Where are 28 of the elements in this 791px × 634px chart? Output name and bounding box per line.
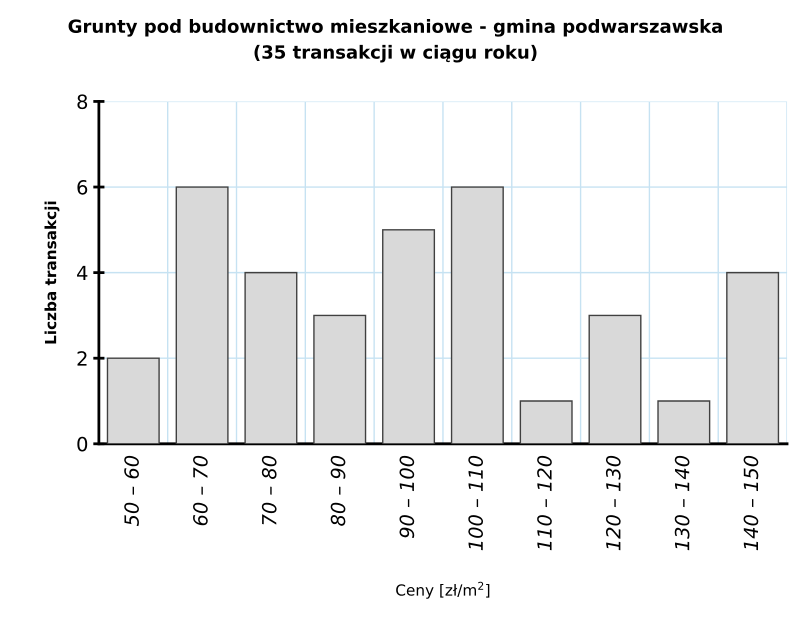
bar — [726, 272, 780, 444]
chart-title: Grunty pod budownictwo mieszkaniowe - gmina podwarszawska (35 transakcji w ciągu roku) — [68, 19, 722, 62]
bar — [382, 229, 436, 444]
bar — [106, 358, 160, 444]
bar — [657, 400, 710, 444]
bar — [450, 186, 504, 444]
x-tick-label: 90 – 100 — [399, 456, 414, 538]
y-tick-label: 8 — [77, 94, 88, 110]
bar — [588, 314, 642, 444]
x-tick-label: 110 – 120 — [537, 456, 552, 550]
y-tick-label: 2 — [78, 351, 87, 366]
bar — [244, 272, 298, 444]
bar — [176, 186, 229, 444]
x-tick-label: 140 – 150 — [744, 456, 758, 550]
x-tick-label: 60 – 70 — [193, 456, 208, 526]
x-tick-label: 100 – 110 — [468, 456, 484, 550]
x-tick-label: 130 – 140 — [674, 456, 690, 550]
y-tick-label: 6 — [77, 180, 88, 195]
y-tick-label: 4 — [77, 266, 88, 280]
bar — [520, 400, 573, 444]
x-tick-label: 80 – 90 — [330, 456, 346, 526]
x-tick-label: 50 – 60 — [124, 456, 139, 526]
x-axis-title: Ceny [zł/m$^{2}$] — [396, 582, 490, 599]
x-tick-label: 70 – 80 — [262, 456, 277, 525]
bar — [313, 314, 366, 444]
x-tick-label: 120 – 130 — [606, 456, 621, 550]
y-tick-label: 0 — [77, 436, 88, 452]
y-axis-title: Liczba transakcji — [44, 202, 60, 344]
